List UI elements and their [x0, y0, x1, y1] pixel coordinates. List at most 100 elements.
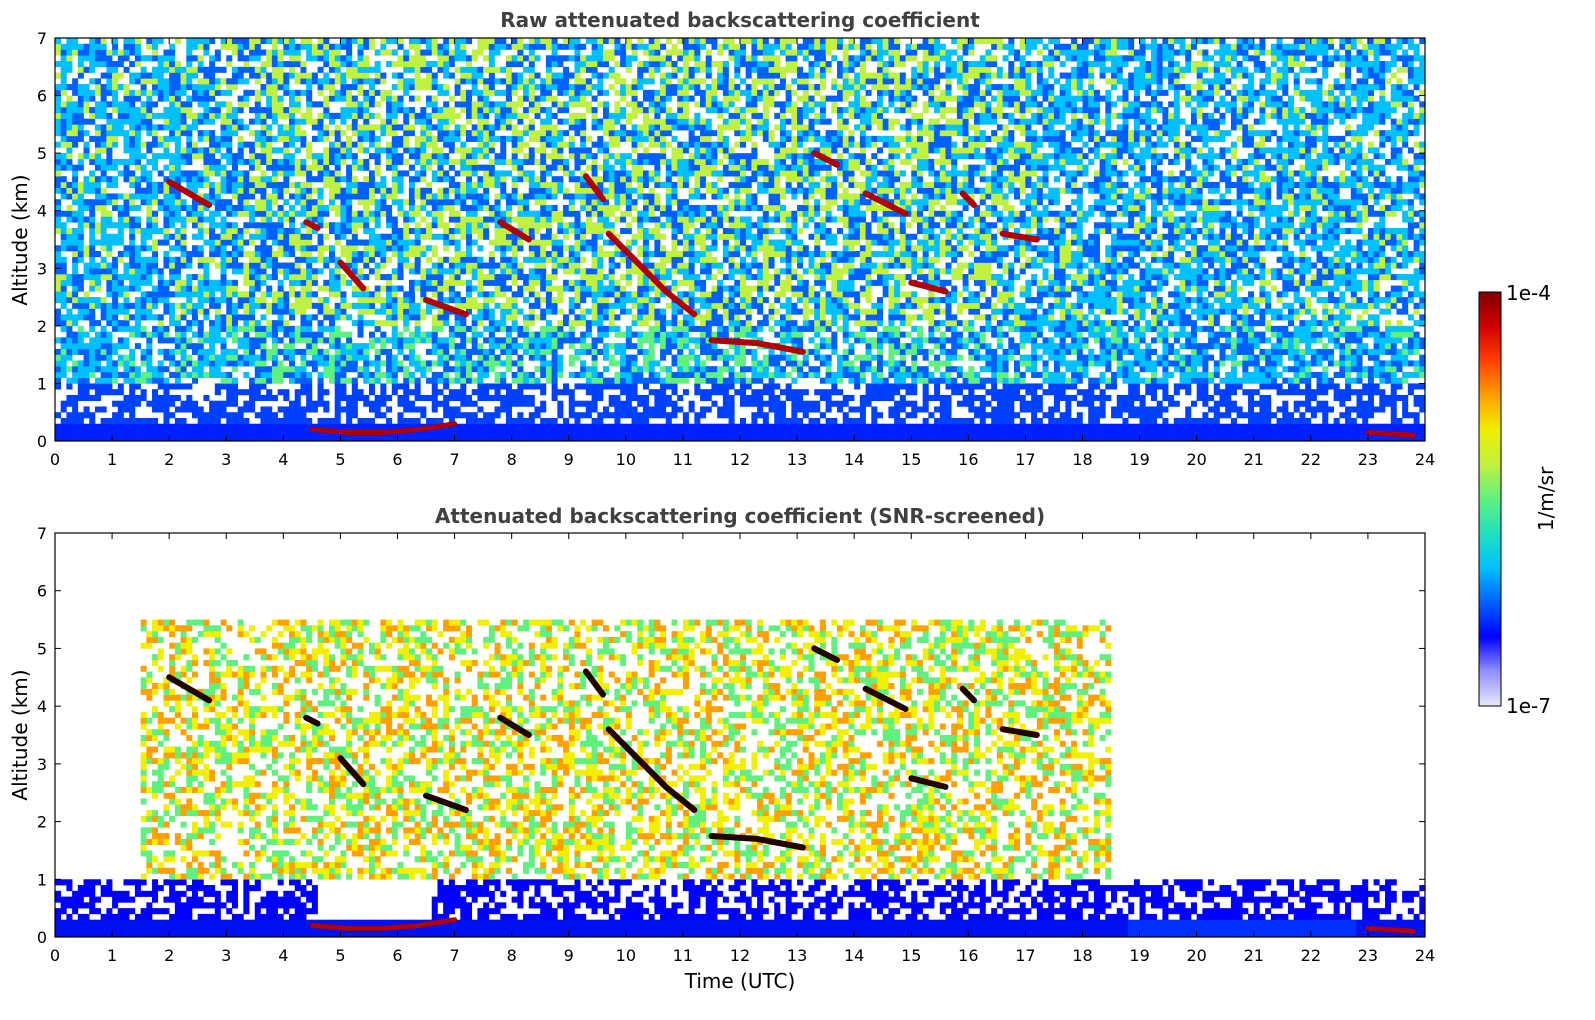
heatmap-cell [215, 142, 221, 148]
heatmap-cell [432, 107, 438, 113]
heatmap-cell [198, 332, 204, 338]
heatmap-cell [203, 424, 209, 430]
heatmap-cell [272, 96, 278, 102]
heatmap-cell [420, 147, 426, 153]
heatmap-cell [89, 257, 95, 263]
heatmap-cell [124, 286, 130, 292]
heatmap-cell [300, 268, 306, 274]
heatmap-cell [300, 337, 306, 343]
heatmap-cell [135, 153, 141, 159]
heatmap-cell [55, 211, 61, 217]
heatmap-cell [535, 159, 541, 165]
heatmap-cell [483, 188, 489, 194]
heatmap-cell [295, 50, 301, 56]
heatmap-cell [181, 107, 187, 113]
heatmap-cell [340, 383, 346, 389]
heatmap-cell [95, 176, 101, 182]
heatmap-cell [574, 372, 580, 378]
heatmap-cell [552, 251, 558, 257]
heatmap-cell [466, 193, 472, 199]
heatmap-cell [500, 251, 506, 257]
heatmap-cell [597, 228, 603, 234]
heatmap-cell [78, 44, 84, 50]
heatmap-cell [169, 429, 175, 435]
heatmap-cell [181, 418, 187, 424]
heatmap-cell [398, 107, 404, 113]
heatmap-cell [95, 251, 101, 257]
heatmap-cell [386, 142, 392, 148]
heatmap-cell [546, 113, 552, 119]
heatmap-cell [135, 268, 141, 274]
heatmap-cell [266, 263, 272, 269]
heatmap-cell [346, 355, 352, 361]
heatmap-cell [300, 435, 306, 441]
heatmap-cell [483, 205, 489, 211]
heatmap-cell [420, 170, 426, 176]
heatmap-cell [375, 101, 381, 107]
heatmap-cell [500, 101, 506, 107]
heatmap-cell [55, 165, 61, 171]
heatmap-cell [289, 291, 295, 297]
heatmap-cell [163, 136, 169, 142]
heatmap-cell [340, 147, 346, 153]
heatmap-cell [66, 337, 72, 343]
heatmap-cell [529, 412, 535, 418]
heatmap-cell [226, 355, 232, 361]
heatmap-cell [540, 274, 546, 280]
heatmap-cell [540, 119, 546, 125]
heatmap-cell [300, 38, 306, 44]
heatmap-cell [506, 257, 512, 263]
heatmap-cell [449, 55, 455, 61]
heatmap-cell [477, 228, 483, 234]
heatmap-cell [141, 257, 147, 263]
heatmap-cell [500, 286, 506, 292]
heatmap-cell [181, 406, 187, 412]
heatmap-cell [232, 429, 238, 435]
heatmap-cell [203, 38, 209, 44]
heatmap-cell [152, 378, 158, 384]
heatmap-cell [186, 130, 192, 136]
heatmap-cell [540, 280, 546, 286]
heatmap-cell [546, 228, 552, 234]
heatmap-cell [329, 61, 335, 67]
heatmap-cell [61, 67, 67, 73]
heatmap-cell [266, 165, 272, 171]
heatmap-cell [375, 136, 381, 142]
heatmap-cell [61, 257, 67, 263]
heatmap-cell [523, 332, 529, 338]
heatmap-cell [66, 107, 72, 113]
heatmap-cell [66, 355, 72, 361]
heatmap-cell [106, 418, 112, 424]
heatmap-cell [124, 50, 130, 56]
heatmap-cell [569, 257, 575, 263]
heatmap-cell [557, 337, 563, 343]
heatmap-cell [283, 61, 289, 67]
heatmap-cell [152, 67, 158, 73]
heatmap-cell [312, 119, 318, 125]
heatmap-cell [346, 170, 352, 176]
heatmap-cell [318, 309, 324, 315]
heatmap-cell [529, 211, 535, 217]
heatmap-cell [563, 245, 569, 251]
heatmap-cell [278, 193, 284, 199]
heatmap-cell [495, 50, 501, 56]
heatmap-cell [186, 67, 192, 73]
heatmap-cell [198, 84, 204, 90]
heatmap-cell [66, 332, 72, 338]
heatmap-cell [101, 101, 107, 107]
heatmap-cell [135, 107, 141, 113]
heatmap-cell [84, 406, 90, 412]
heatmap-cell [289, 90, 295, 96]
heatmap-cell [118, 101, 124, 107]
heatmap-cell [135, 378, 141, 384]
heatmap-cell [192, 401, 198, 407]
heatmap-cell [226, 401, 232, 407]
heatmap-cell [249, 44, 255, 50]
heatmap-cell [198, 234, 204, 240]
heatmap-cell [529, 50, 535, 56]
heatmap-cell [72, 435, 78, 441]
heatmap-cell [455, 389, 461, 395]
heatmap-cell [84, 205, 90, 211]
heatmap-cell [295, 291, 301, 297]
heatmap-cell [203, 119, 209, 125]
